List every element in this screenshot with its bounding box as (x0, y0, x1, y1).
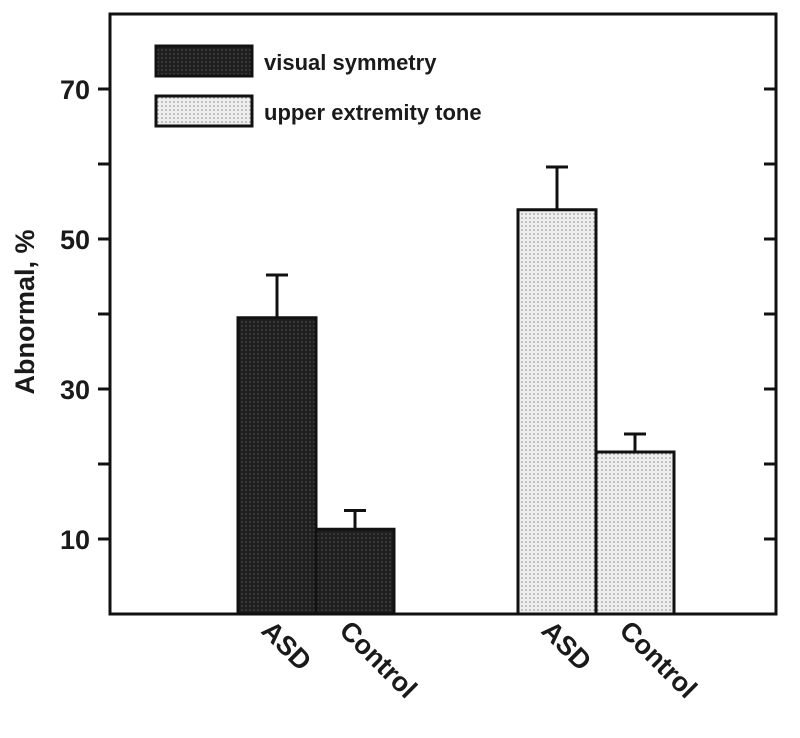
legend: visual symmetry upper extremity tone (154, 44, 482, 128)
category-label: Control (334, 615, 423, 704)
bar-control (314, 527, 396, 616)
y-axis-label: Abnormal, % (10, 229, 40, 394)
y-tick-label: 30 (60, 375, 90, 405)
category-label: ASD (536, 615, 598, 677)
category-label: ASD (256, 615, 318, 677)
bar-asd (236, 316, 318, 616)
bar-asd (516, 208, 598, 616)
bar-control (594, 450, 676, 616)
y-tick-label: 10 (60, 525, 90, 555)
y-tick-label: 70 (60, 75, 90, 105)
category-label: Control (614, 615, 703, 704)
legend-label-upper-extremity-tone: upper extremity tone (264, 100, 482, 125)
legend-swatch-upper-extremity-tone (154, 94, 254, 128)
legend-label-visual-symmetry: visual symmetry (264, 50, 437, 75)
axes (98, 12, 778, 616)
legend-swatch-visual-symmetry (154, 44, 254, 78)
y-tick-label: 50 (60, 225, 90, 255)
bars (236, 165, 676, 616)
